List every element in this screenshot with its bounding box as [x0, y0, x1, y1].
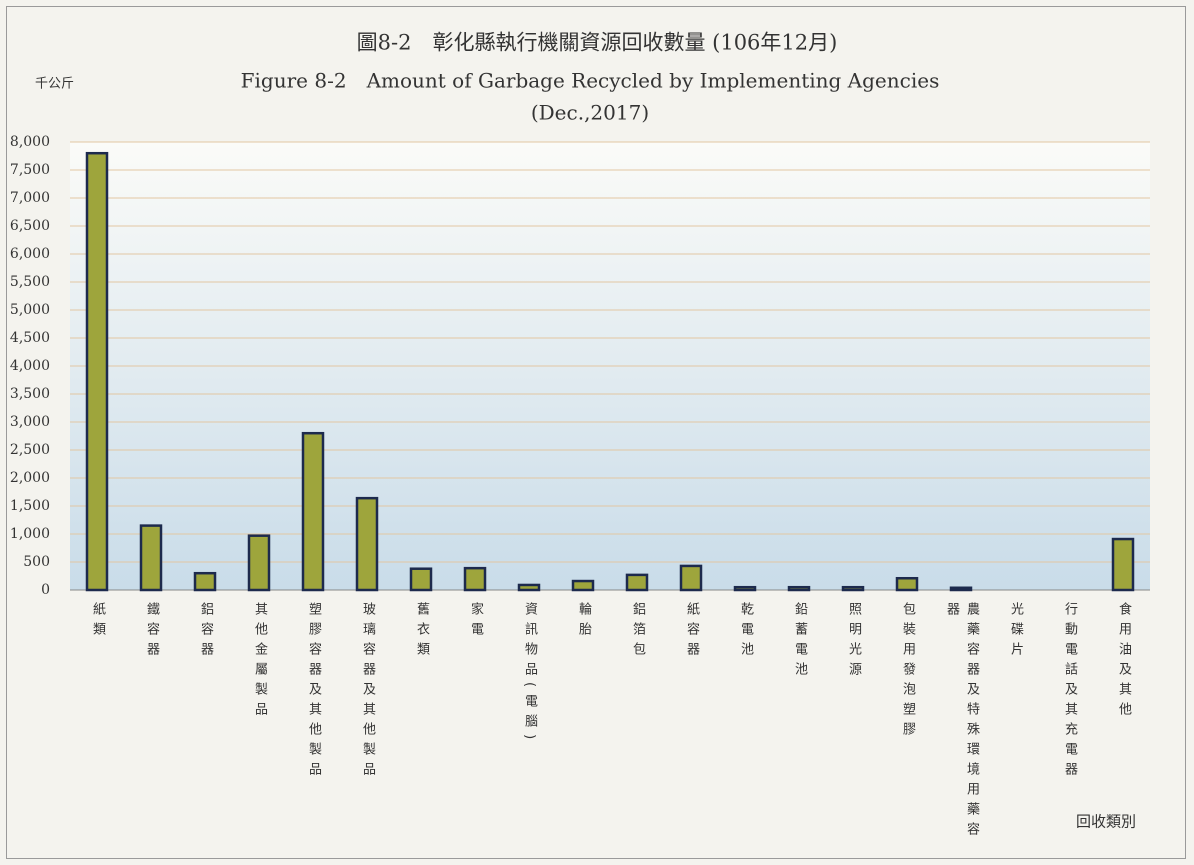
x-tick-label: 其他金屬製品 — [252, 602, 267, 722]
x-tick-label: 鉛蓄電池 — [792, 602, 807, 682]
y-tick-label: 7,000 — [10, 190, 50, 206]
x-tick-label: 鋁容器 — [198, 602, 213, 662]
y-tick-label: 6,000 — [10, 246, 50, 262]
bar — [625, 573, 649, 592]
x-tick-label: 照明光源 — [846, 602, 861, 682]
y-tick-label: 2,500 — [10, 442, 50, 458]
bar — [787, 585, 811, 592]
bar — [193, 571, 217, 592]
frame — [6, 6, 1186, 859]
x-tick-label: 紙容器 — [684, 602, 699, 662]
bar — [517, 583, 541, 592]
x-tick-label: 食用油及其他 — [1116, 602, 1131, 722]
bar — [571, 579, 595, 592]
x-tick-label: 舊衣類 — [414, 602, 429, 662]
x-tick-label: 鐵容器 — [144, 602, 159, 662]
x-tick-label: 鋁箔包 — [630, 602, 645, 662]
chart-subtitle: Figure 8-2 Amount of Garbage Recycled by… — [241, 69, 940, 93]
bar — [139, 524, 163, 592]
y-axis-label: 千公斤 — [35, 77, 74, 92]
bar — [409, 567, 433, 592]
y-tick-label: 7,500 — [10, 162, 50, 178]
y-tick-label: 4,500 — [10, 330, 50, 346]
y-tick-label: 500 — [23, 554, 50, 570]
y-tick-label: 5,000 — [10, 302, 50, 318]
bar — [247, 534, 271, 592]
x-tick-label: 塑膠容器及其他製品 — [306, 602, 321, 782]
x-tick-label: 光碟片 — [1008, 602, 1023, 662]
x-tick-label: 資訊物品(電腦) — [522, 602, 537, 747]
chart-subtitle: (Dec.,2017) — [531, 101, 649, 125]
x-tick-label: 包裝用發泡塑膠 — [900, 602, 915, 742]
y-tick-label: 1,000 — [10, 526, 50, 542]
bar — [949, 586, 973, 592]
bar — [85, 151, 109, 592]
bar — [895, 576, 919, 592]
bar — [841, 585, 865, 592]
y-tick-label: 3,000 — [10, 414, 50, 430]
y-tick-label: 0 — [41, 582, 50, 598]
x-tick-label: 輪胎 — [576, 602, 591, 642]
y-tick-label: 3,500 — [10, 386, 50, 402]
bar — [733, 585, 757, 592]
x-tick-label: 玻璃容器及其他製品 — [360, 602, 375, 782]
x-tick-label: 乾電池 — [738, 602, 753, 662]
bar — [301, 431, 325, 592]
y-tick-label: 2,000 — [10, 470, 50, 486]
y-tick-label: 1,500 — [10, 498, 50, 514]
y-tick-label: 6,500 — [10, 218, 50, 234]
x-tick-label: 家電 — [468, 602, 483, 642]
x-axis-label: 回收類別 — [1076, 813, 1136, 831]
y-tick-label: 5,500 — [10, 274, 50, 290]
chart-title: 圖8-2 彰化縣執行機關資源回收數量 (106年12月) — [357, 31, 838, 55]
bar — [355, 496, 379, 592]
y-tick-label: 8,000 — [10, 134, 50, 150]
x-tick-label: 行動電話及其充電器 — [1062, 602, 1077, 782]
y-tick-label: 4,000 — [10, 358, 50, 374]
x-tick-label: 農藥容器及特殊環境用藥容器 — [944, 602, 979, 842]
x-tick-label: 紙類 — [90, 602, 105, 642]
bar — [463, 566, 487, 592]
bar — [679, 564, 703, 592]
bar — [1111, 537, 1135, 592]
